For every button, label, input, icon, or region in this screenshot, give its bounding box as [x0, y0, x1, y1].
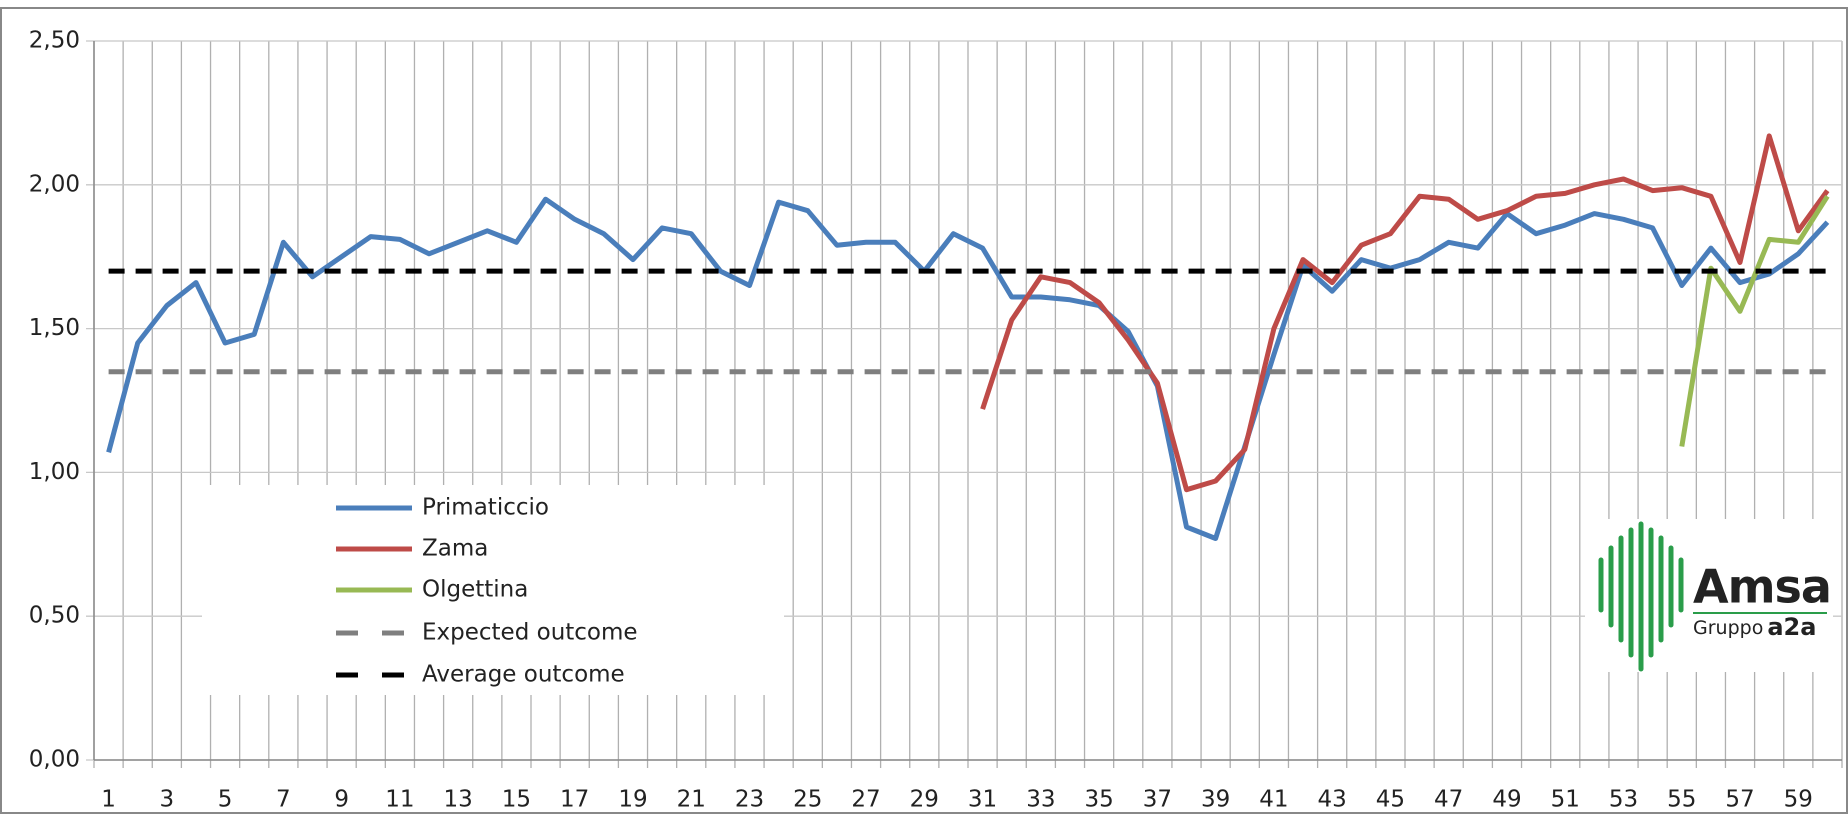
- x-tick-label: 51: [1551, 787, 1580, 813]
- x-tick-label: 15: [502, 787, 531, 813]
- x-tick-label: 57: [1725, 787, 1754, 813]
- y-tick-label: 1,50: [29, 315, 80, 341]
- legend-label: Expected outcome: [422, 620, 638, 646]
- y-tick-label: 0,00: [29, 747, 80, 773]
- x-tick-label: 39: [1201, 787, 1230, 813]
- x-tick-label: 33: [1026, 787, 1055, 813]
- x-tick-label: 49: [1492, 787, 1521, 813]
- x-tick-label: 3: [160, 787, 175, 813]
- x-tick-label: 41: [1259, 787, 1288, 813]
- x-tick-label: 29: [910, 787, 939, 813]
- legend-label: Zama: [422, 536, 488, 562]
- x-tick-label: 35: [1084, 787, 1113, 813]
- logo-icon: [1598, 521, 1684, 672]
- x-tick-label: 55: [1667, 787, 1696, 813]
- x-tick-label: 31: [968, 787, 997, 813]
- y-tick-label: 2,00: [29, 171, 80, 197]
- x-tick-label: 11: [385, 787, 414, 813]
- series-line: [106, 196, 1830, 541]
- legend-label: Olgettina: [422, 577, 528, 603]
- logo-name: Amsa: [1693, 560, 1831, 614]
- series-line: [980, 133, 1830, 493]
- legend-box: [202, 485, 784, 695]
- logo-brand: a2a: [1767, 613, 1816, 641]
- legend-label: Primaticcio: [422, 495, 549, 521]
- x-tick-label: 53: [1609, 787, 1638, 813]
- logo-group: Gruppo a2a: [1693, 613, 1816, 641]
- x-tick-label: 25: [793, 787, 822, 813]
- x-tick-label: 37: [1143, 787, 1172, 813]
- x-tick-label: 9: [334, 787, 349, 813]
- x-tick-label: 17: [560, 787, 589, 813]
- x-tick-label: 21: [677, 787, 706, 813]
- x-tick-label: 43: [1318, 787, 1347, 813]
- y-tick-label: 2,50: [29, 28, 80, 54]
- series-line: [1679, 194, 1830, 447]
- y-tick-label: 1,00: [29, 459, 80, 485]
- legend-label: Average outcome: [422, 662, 625, 688]
- x-tick-label: 1: [101, 787, 116, 813]
- y-tick-label: 0,50: [29, 603, 80, 629]
- logo-box: [1585, 519, 1833, 672]
- x-tick-label: 23: [735, 787, 764, 813]
- x-tick-label: 45: [1376, 787, 1405, 813]
- x-tick-label: 19: [618, 787, 647, 813]
- x-tick-label: 27: [851, 787, 880, 813]
- x-tick-label: 13: [444, 787, 473, 813]
- x-tick-label: 47: [1434, 787, 1463, 813]
- x-tick-label: 5: [218, 787, 233, 813]
- x-tick-label: 7: [276, 787, 291, 813]
- x-tick-label: 59: [1784, 787, 1813, 813]
- logo-group-text: Gruppo: [1693, 617, 1763, 639]
